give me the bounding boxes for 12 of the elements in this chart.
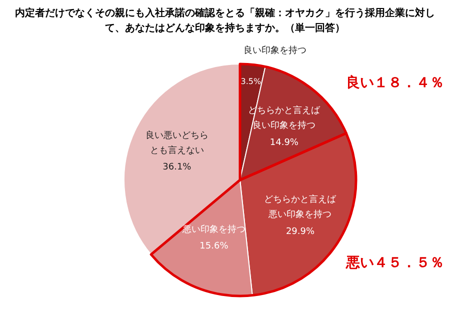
text: 良い１８．４％	[346, 74, 444, 93]
data-label: 29.9%	[286, 226, 315, 237]
data-label: 3.5%	[240, 76, 262, 86]
slice-label: 良い悪いどちらとも言えない	[144, 130, 210, 158]
slice-label: 良い印象を持つ	[244, 44, 306, 58]
text: 悪い４５．５％	[346, 254, 444, 273]
data-label: 15.6%	[200, 242, 229, 252]
chart-title: 内定者だけでなくその親にも入社承諾の確認をとる「親確：オヤカク」を行う採用企業に対して、あなたはどんな印象を持ちますか。（単一回答）	[14, 6, 436, 36]
data-label: 36.1%	[162, 162, 192, 173]
data-label: 14.9%	[270, 138, 299, 148]
slice-label: どちらかと言えば悪い印象を持つ	[263, 194, 338, 222]
slice-label: 悪い印象を持つ	[182, 224, 246, 237]
